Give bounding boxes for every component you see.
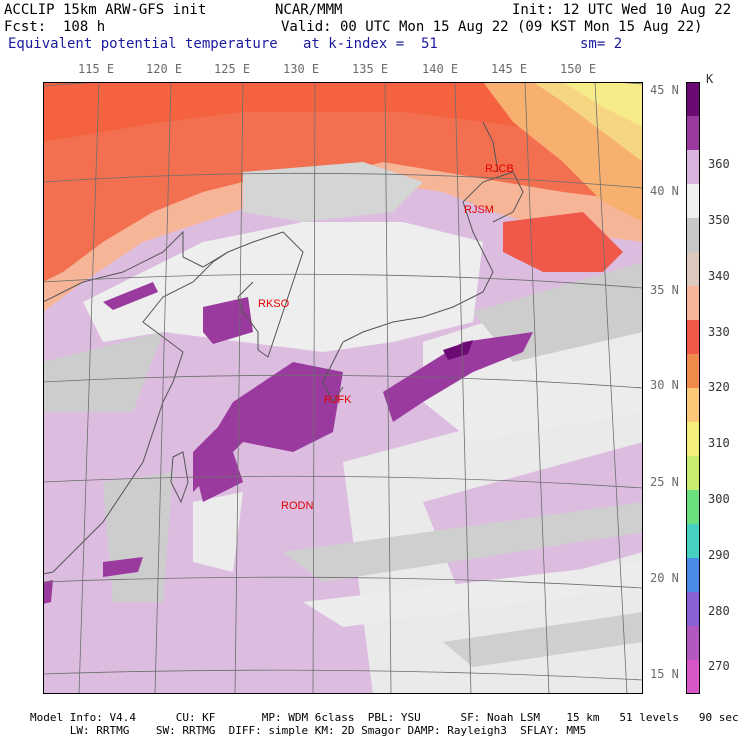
smoothing: sm= 2	[580, 36, 623, 52]
field-northeast-paleyellow	[563, 82, 643, 127]
colorbar-swatch-purple	[686, 116, 700, 151]
lon-tick: 120 E	[146, 62, 183, 76]
colorbar-swatch-violet	[686, 626, 700, 661]
lon-tick: 140 E	[422, 62, 459, 76]
colorbar-swatch-orange	[686, 354, 700, 389]
lat-tick: 30 N	[650, 378, 679, 392]
field-scs-purple	[103, 557, 143, 577]
theta-e-map: RJCB RJSM RKSO RJFK RODN	[43, 82, 643, 694]
lon-tick: 135 E	[352, 62, 389, 76]
field-north-gray	[243, 162, 423, 222]
station-label: RJSM	[464, 204, 494, 216]
lon-tick: 125 E	[214, 62, 251, 76]
lat-tick: 35 N	[650, 283, 679, 297]
colorbar-swatch-teal	[686, 524, 700, 559]
colorbar-swatch-blue-violet	[686, 592, 700, 627]
colorbar-label: 270	[708, 659, 730, 673]
lat-tick: 25 N	[650, 475, 679, 489]
colorbar-unit: K	[706, 72, 714, 86]
colorbar	[686, 82, 700, 694]
colorbar-swatch-dark-purple	[686, 82, 700, 117]
colorbar-swatch-green	[686, 490, 700, 525]
lon-tick: 115 E	[78, 62, 115, 76]
colorbar-swatch-gray	[686, 218, 700, 253]
field-pacific-purple	[383, 332, 533, 422]
init-time: Init: 12 UTC Wed 10 Aug 22	[512, 2, 732, 18]
colorbar-label: 300	[708, 492, 730, 506]
colorbar-label: 320	[708, 380, 730, 394]
colorbar-frame	[686, 82, 700, 694]
colorbar-swatch-red	[686, 320, 700, 355]
colorbar-swatch-blue	[686, 558, 700, 593]
model-info-line1: Model Info: V4.4 CU: KF MP: WDM 6class P…	[30, 711, 739, 724]
colorbar-swatch-magenta	[686, 660, 700, 694]
colorbar-label: 330	[708, 325, 730, 339]
field-streak-gray	[443, 612, 643, 667]
lat-tick: 20 N	[650, 571, 679, 585]
org-label: NCAR/MMM	[275, 2, 343, 18]
valid-time: Valid: 00 UTC Mon 15 Aug 22 (09 KST Mon …	[281, 19, 703, 35]
lon-tick: 145 E	[491, 62, 528, 76]
forecast-hour: Fcst: 108 h	[4, 19, 106, 35]
field-north-red	[43, 82, 643, 282]
colorbar-label: 340	[708, 269, 730, 283]
colorbar-label: 290	[708, 548, 730, 562]
colorbar-swatch-light-orange	[686, 388, 700, 423]
field-west-purple	[43, 580, 53, 604]
colorbar-swatch-yellow	[686, 422, 700, 457]
lon-tick: 150 E	[560, 62, 597, 76]
colorbar-swatch-yellow-green	[686, 456, 700, 491]
station-label: RKSO	[258, 298, 290, 310]
map-frame	[43, 82, 643, 694]
station-label: RODN	[281, 500, 313, 512]
level-index: at k-index = 51	[303, 36, 438, 52]
field-korea-purple	[203, 297, 253, 344]
field-streak-lightgray	[303, 562, 643, 627]
lat-tick: 45 N	[650, 83, 679, 97]
field-west-lightgray	[193, 492, 243, 572]
field-hokkaido-red	[503, 212, 623, 272]
field-max-purple	[103, 282, 158, 310]
field-streak-gray	[283, 502, 643, 582]
field-name: Equivalent potential temperature	[8, 36, 278, 52]
graticule	[43, 82, 643, 694]
model-title: ACCLIP 15km ARW-GFS init	[4, 2, 207, 18]
colorbar-swatch-warm-gray	[686, 252, 700, 287]
colorbar-label: 310	[708, 436, 730, 450]
lat-tick: 15 N	[650, 667, 679, 681]
colorbar-swatch-light-gray	[686, 184, 700, 219]
lat-tick: 40 N	[650, 184, 679, 198]
lon-tick: 130 E	[283, 62, 320, 76]
field-west-gray	[103, 472, 173, 602]
station-label: RJFK	[324, 394, 352, 406]
field-ecs-purple	[193, 362, 343, 492]
colorbar-label: 350	[708, 213, 730, 227]
coastlines	[43, 121, 524, 575]
colorbar-swatch-salmon	[686, 286, 700, 321]
colorbar-label: 280	[708, 604, 730, 618]
model-info-line2: LW: RRTMG SW: RRTMG DIFF: simple KM: 2D …	[30, 724, 587, 737]
field-pacific-darkpurple	[443, 340, 473, 360]
field-north-redorange	[43, 82, 643, 142]
colorbar-label: 360	[708, 157, 730, 171]
field-west-gray	[43, 332, 163, 412]
station-label: RJCB	[485, 163, 514, 175]
colorbar-swatch-light-purple	[686, 150, 700, 185]
